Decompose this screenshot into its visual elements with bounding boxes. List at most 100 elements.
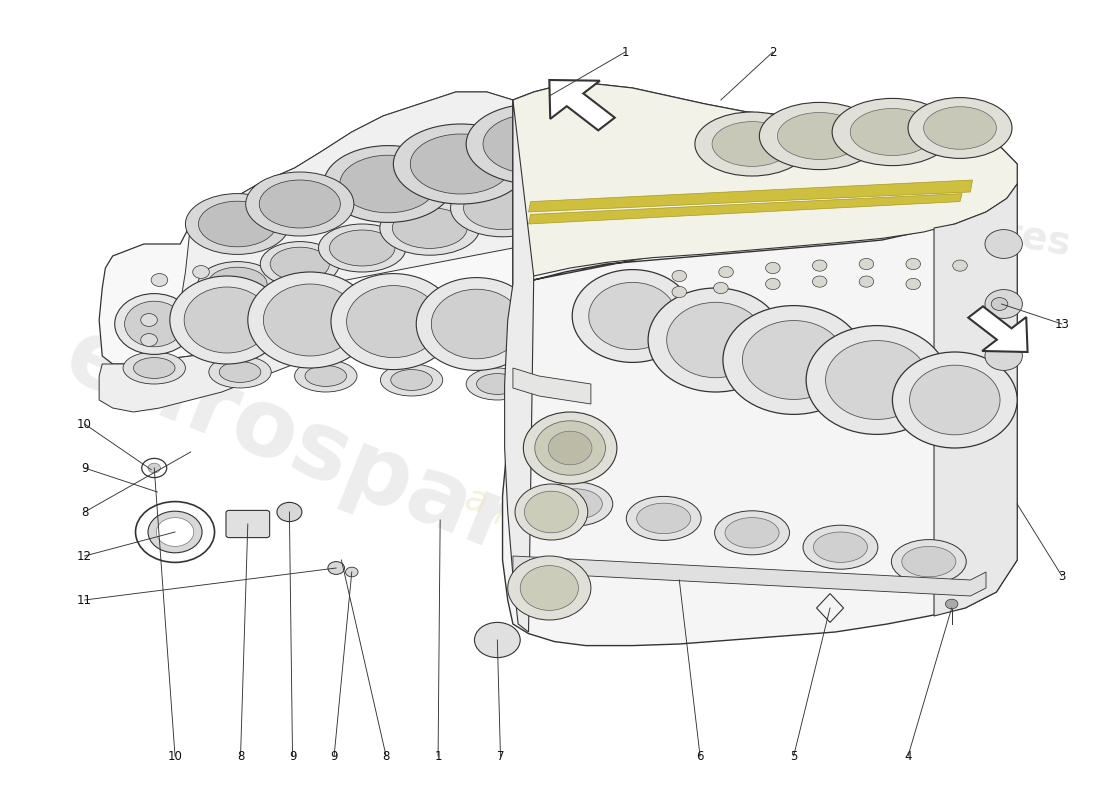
Ellipse shape: [198, 202, 276, 246]
Ellipse shape: [248, 272, 373, 368]
Ellipse shape: [346, 286, 440, 358]
Ellipse shape: [548, 431, 592, 465]
Circle shape: [906, 278, 921, 290]
Ellipse shape: [910, 365, 1000, 435]
Polygon shape: [513, 84, 1018, 284]
Circle shape: [151, 274, 168, 286]
Ellipse shape: [538, 482, 613, 526]
Polygon shape: [513, 556, 986, 596]
Ellipse shape: [410, 134, 512, 194]
Ellipse shape: [891, 540, 966, 584]
Ellipse shape: [263, 284, 358, 356]
Circle shape: [813, 276, 827, 287]
Ellipse shape: [892, 352, 1018, 448]
Circle shape: [328, 562, 344, 574]
Circle shape: [156, 518, 194, 546]
Circle shape: [859, 258, 873, 270]
Circle shape: [766, 262, 780, 274]
Circle shape: [672, 286, 686, 298]
Text: 9: 9: [289, 750, 296, 762]
Ellipse shape: [588, 282, 676, 350]
Circle shape: [953, 260, 967, 271]
Text: 5: 5: [790, 750, 798, 762]
Ellipse shape: [208, 267, 267, 301]
Text: 8: 8: [236, 750, 244, 762]
Ellipse shape: [114, 294, 194, 354]
Ellipse shape: [778, 113, 862, 159]
Ellipse shape: [340, 155, 437, 213]
Polygon shape: [99, 92, 617, 364]
Circle shape: [859, 276, 873, 287]
Text: 7: 7: [497, 750, 504, 762]
Circle shape: [813, 260, 827, 271]
Polygon shape: [934, 184, 1018, 616]
Ellipse shape: [198, 262, 277, 306]
Ellipse shape: [186, 194, 289, 254]
Ellipse shape: [466, 104, 602, 184]
Text: 9: 9: [330, 750, 338, 762]
Ellipse shape: [572, 270, 693, 362]
Text: 4: 4: [904, 750, 912, 762]
Ellipse shape: [261, 242, 339, 286]
Polygon shape: [528, 180, 972, 212]
Ellipse shape: [451, 179, 554, 237]
Circle shape: [984, 230, 1022, 258]
Text: 10: 10: [167, 750, 183, 762]
Ellipse shape: [323, 146, 452, 222]
Ellipse shape: [431, 289, 521, 358]
Ellipse shape: [133, 358, 175, 378]
Circle shape: [718, 266, 734, 278]
Ellipse shape: [476, 374, 518, 394]
Circle shape: [520, 566, 579, 610]
Ellipse shape: [331, 274, 455, 370]
Ellipse shape: [742, 321, 845, 399]
Circle shape: [148, 463, 161, 473]
Ellipse shape: [723, 306, 865, 414]
Text: 1: 1: [621, 46, 629, 58]
Text: 13: 13: [1055, 318, 1069, 330]
Ellipse shape: [379, 201, 480, 255]
Polygon shape: [513, 368, 591, 404]
Circle shape: [508, 556, 591, 620]
Circle shape: [141, 334, 157, 346]
Ellipse shape: [394, 124, 528, 204]
Text: 1: 1: [434, 750, 442, 762]
Ellipse shape: [381, 364, 443, 396]
Ellipse shape: [803, 525, 878, 570]
Ellipse shape: [169, 276, 284, 364]
Ellipse shape: [295, 360, 358, 392]
Text: eurospares: eurospares: [53, 310, 641, 618]
Circle shape: [991, 298, 1008, 310]
Ellipse shape: [813, 532, 868, 562]
Text: 85: 85: [800, 299, 975, 421]
Ellipse shape: [305, 366, 346, 386]
Polygon shape: [528, 194, 962, 224]
Ellipse shape: [525, 491, 579, 533]
Circle shape: [148, 511, 202, 553]
Circle shape: [945, 599, 958, 609]
Ellipse shape: [483, 114, 584, 174]
Polygon shape: [99, 208, 617, 412]
Polygon shape: [968, 306, 1027, 352]
Ellipse shape: [648, 288, 783, 392]
Circle shape: [345, 567, 358, 577]
Ellipse shape: [466, 368, 528, 400]
Ellipse shape: [463, 186, 541, 230]
Ellipse shape: [524, 412, 617, 484]
Ellipse shape: [123, 352, 186, 384]
Ellipse shape: [667, 302, 764, 378]
Text: a passion for parts: a passion for parts: [461, 482, 794, 606]
Ellipse shape: [924, 106, 997, 150]
Circle shape: [192, 266, 209, 278]
Ellipse shape: [637, 503, 691, 534]
Ellipse shape: [759, 102, 880, 170]
Ellipse shape: [219, 362, 261, 382]
Ellipse shape: [725, 518, 779, 548]
Polygon shape: [180, 92, 617, 320]
Circle shape: [277, 502, 301, 522]
Text: 8: 8: [383, 750, 389, 762]
Ellipse shape: [184, 287, 270, 353]
Ellipse shape: [850, 109, 935, 155]
Ellipse shape: [329, 230, 395, 266]
Ellipse shape: [245, 172, 354, 236]
